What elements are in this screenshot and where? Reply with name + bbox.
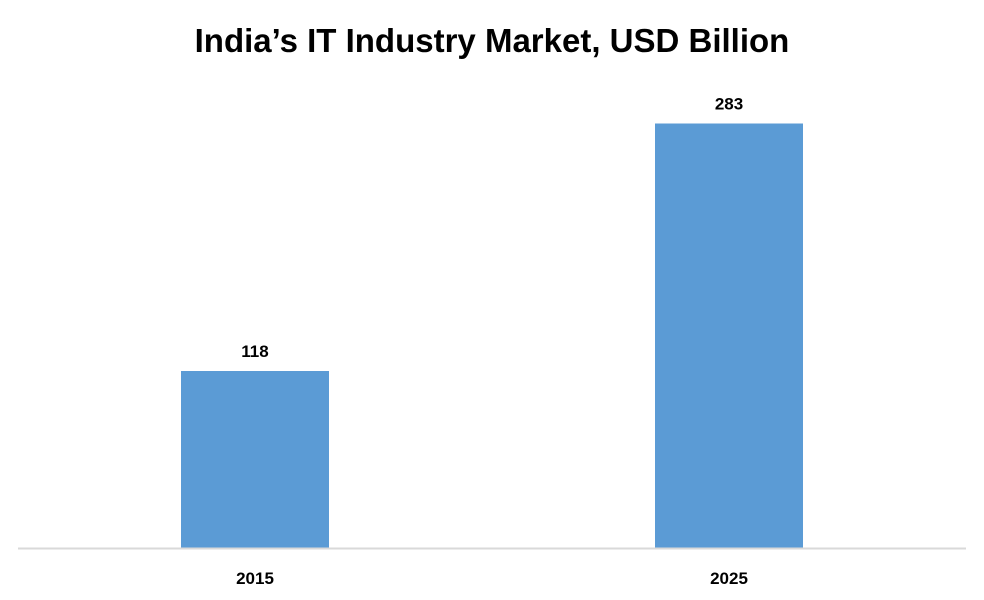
- bar-2025: [655, 123, 803, 548]
- chart-title: India’s IT Industry Market, USD Billion: [194, 22, 790, 59]
- x-tick-label-2015: 2015: [236, 569, 274, 588]
- bar-2015: [181, 371, 329, 548]
- data-label-2025: 283: [715, 95, 743, 114]
- x-tick-label-2025: 2025: [710, 569, 748, 588]
- data-label-2015: 118: [241, 342, 268, 361]
